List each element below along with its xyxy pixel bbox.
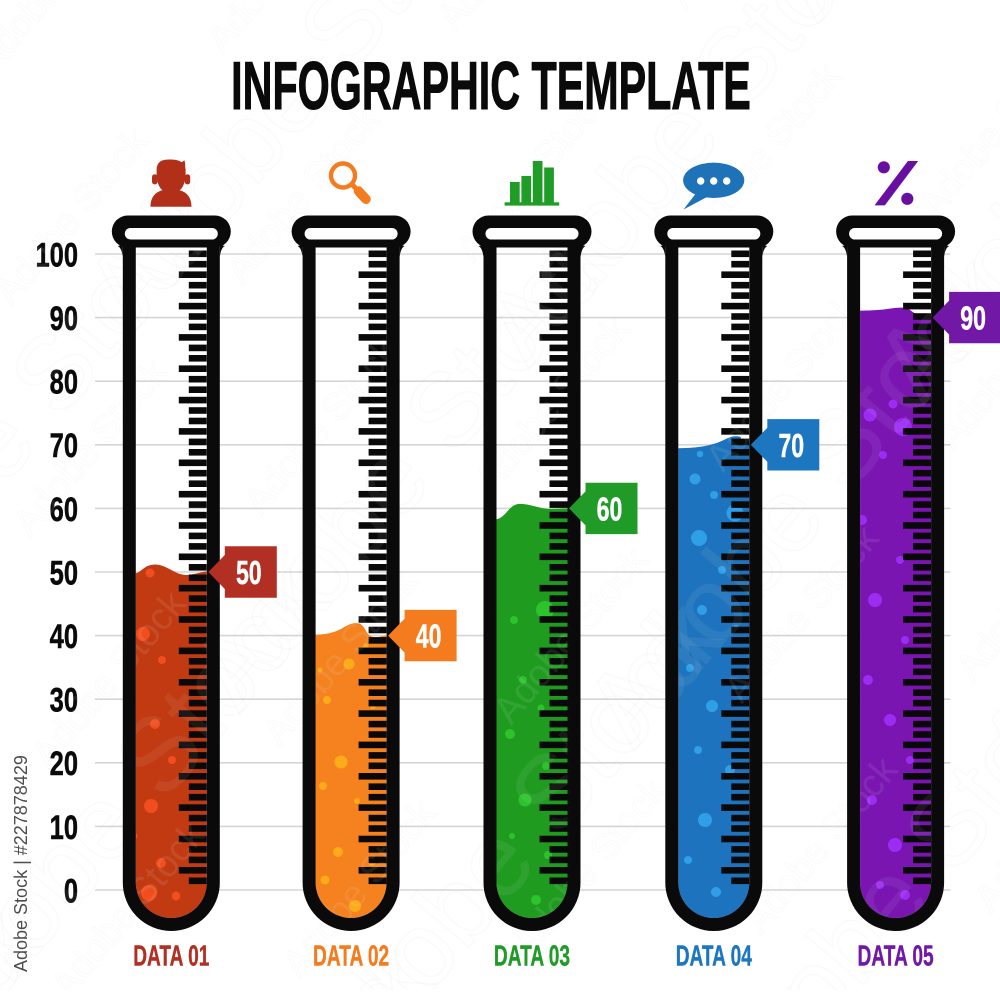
svg-text:30: 30: [50, 682, 78, 719]
svg-text:40: 40: [416, 619, 442, 656]
svg-text:DATA 04: DATA 04: [676, 941, 752, 973]
svg-text:70: 70: [778, 428, 804, 465]
svg-text:0: 0: [64, 873, 78, 910]
svg-text:50: 50: [50, 555, 78, 592]
svg-text:Adobe Stock | #227878429: Adobe Stock | #227878429: [11, 755, 31, 972]
svg-text:70: 70: [50, 428, 78, 465]
svg-text:50: 50: [236, 555, 262, 592]
svg-text:80: 80: [50, 364, 78, 401]
svg-text:100: 100: [35, 237, 78, 274]
svg-text:20: 20: [50, 746, 78, 783]
svg-text:40: 40: [50, 619, 78, 656]
svg-text:60: 60: [50, 491, 78, 528]
svg-text:60: 60: [597, 491, 623, 528]
svg-text:90: 90: [960, 301, 986, 338]
svg-text:DATA 02: DATA 02: [313, 941, 389, 973]
svg-text:DATA 01: DATA 01: [133, 941, 209, 973]
svg-text:10: 10: [50, 809, 78, 846]
svg-text:DATA 05: DATA 05: [858, 941, 934, 973]
svg-text:DATA 03: DATA 03: [494, 941, 570, 973]
svg-text:90: 90: [50, 301, 78, 338]
svg-text:INFOGRAPHIC TEMPLATE: INFOGRAPHIC TEMPLATE: [231, 47, 751, 123]
